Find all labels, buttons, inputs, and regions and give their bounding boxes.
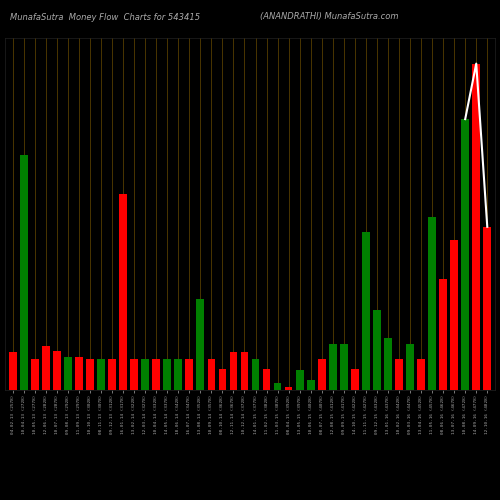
Bar — [20, 155, 28, 390]
Bar — [142, 359, 149, 390]
Bar — [428, 217, 436, 390]
Bar — [252, 359, 260, 390]
Bar — [174, 359, 182, 390]
Bar — [417, 359, 425, 390]
Bar — [296, 370, 304, 390]
Bar — [450, 240, 458, 390]
Bar — [484, 227, 491, 390]
Bar — [329, 344, 336, 390]
Bar — [362, 232, 370, 390]
Bar — [440, 279, 447, 390]
Text: MunafaSutra  Money Flow  Charts for 543415: MunafaSutra Money Flow Charts for 543415 — [10, 12, 200, 22]
Bar — [351, 369, 358, 390]
Bar — [108, 359, 116, 390]
Bar — [462, 119, 469, 390]
Bar — [86, 359, 94, 390]
Bar — [152, 359, 160, 390]
Bar — [42, 346, 50, 390]
Bar — [186, 359, 193, 390]
Bar — [164, 359, 171, 390]
Bar — [406, 344, 414, 390]
Bar — [240, 352, 248, 390]
Bar — [274, 384, 281, 390]
Bar — [64, 358, 72, 390]
Bar — [340, 344, 347, 390]
Bar — [31, 359, 38, 390]
Bar — [196, 298, 204, 390]
Bar — [384, 338, 392, 390]
Bar — [318, 359, 326, 390]
Text: (ANANDRATHI) MunafaSutra.com: (ANANDRATHI) MunafaSutra.com — [260, 12, 398, 22]
Bar — [97, 359, 105, 390]
Bar — [9, 352, 16, 390]
Bar — [230, 352, 237, 390]
Bar — [130, 359, 138, 390]
Bar — [208, 359, 215, 390]
Bar — [119, 194, 127, 390]
Bar — [307, 380, 314, 390]
Bar — [53, 351, 60, 390]
Bar — [395, 359, 403, 390]
Bar — [472, 64, 480, 390]
Bar — [218, 369, 226, 390]
Bar — [75, 358, 83, 390]
Bar — [262, 369, 270, 390]
Bar — [285, 386, 292, 390]
Bar — [373, 310, 381, 390]
